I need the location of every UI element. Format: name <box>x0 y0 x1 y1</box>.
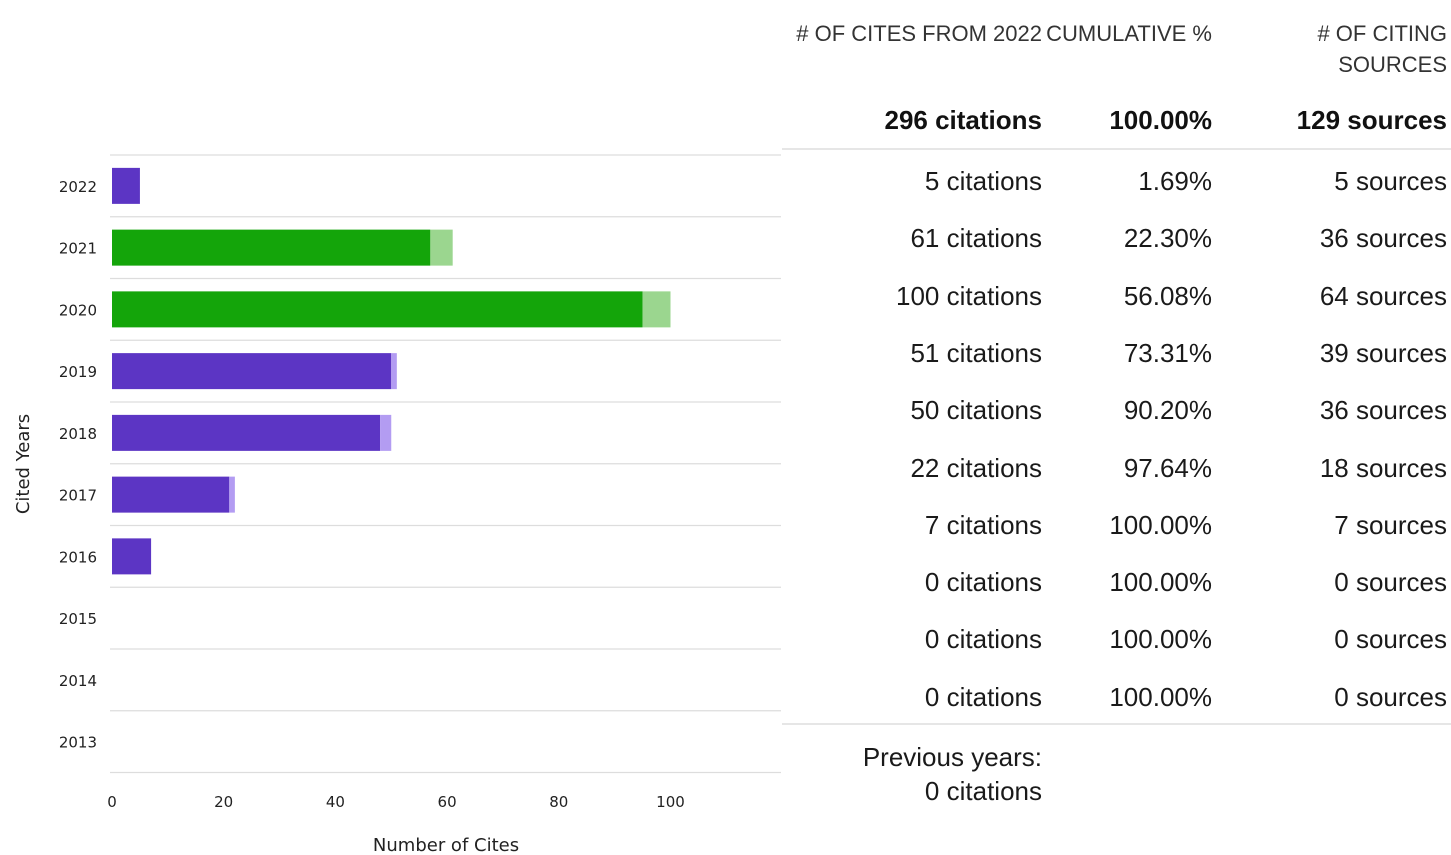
row-cumulative-cell: 73.31% <box>1123 337 1212 368</box>
row-cites-cell: 7 citations <box>924 509 1042 540</box>
row-cites-cell: 61 citations <box>910 223 1042 254</box>
row-cites-cell: 51 citations <box>910 337 1042 368</box>
y-tick-label-2019: 2019 <box>59 363 97 381</box>
row-sources-cell: 39 sources <box>1319 337 1447 368</box>
row-cites-cell: 0 citations <box>924 681 1042 712</box>
row-sources-cell: 0 sources <box>1334 681 1447 712</box>
row-cumulative-cell: 97.64% <box>1123 452 1212 483</box>
bar-2019 <box>112 353 392 390</box>
row-sources-cell: 36 sources <box>1319 395 1447 426</box>
bar-2018 <box>112 414 381 451</box>
y-tick-label-2020: 2020 <box>59 301 97 319</box>
chart-gridlines <box>110 154 781 774</box>
x-axis-ticks: 0 20 40 60 80 100 <box>107 793 685 811</box>
row-cites-cell: 100 citations <box>896 280 1042 311</box>
x-tick-label-40: 40 <box>326 793 345 811</box>
y-axis-ticks: 2022 2021 2020 2019 2018 2017 2016 2015 2014 2013 <box>59 178 97 752</box>
previous-years-value: 0 citations <box>924 776 1042 806</box>
x-tick-label-100: 100 <box>656 793 685 811</box>
totals-divider <box>782 148 1451 150</box>
bar-2021 <box>112 229 431 266</box>
x-axis-title: Number of Cites <box>373 835 519 855</box>
y-tick-label-2013: 2013 <box>59 734 97 752</box>
bar-2022 <box>112 167 140 204</box>
previous-years-note: Previous years: 0 citations <box>742 740 1042 808</box>
header-cumulative: CUMULATIVE % <box>1046 21 1212 46</box>
row-sources-cell: 36 sources <box>1319 223 1447 254</box>
row-cumulative-cell: 22.30% <box>1123 223 1212 254</box>
y-tick-label-2022: 2022 <box>59 178 97 196</box>
row-cumulative-cell: 1.69% <box>1138 166 1212 196</box>
bar-2020 <box>112 291 643 328</box>
x-tick-label-60: 60 <box>438 793 457 811</box>
row-cumulative-cell: 90.20% <box>1123 395 1212 426</box>
row-cites-cell: 5 citations <box>924 166 1042 196</box>
table-bottom-divider <box>782 723 1451 725</box>
x-tick-label-0: 0 <box>107 793 117 811</box>
x-tick-label-80: 80 <box>549 793 568 811</box>
row-cites-cell: 0 citations <box>924 624 1042 655</box>
row-sources-cell: 18 sources <box>1319 452 1447 483</box>
row-sources-cell: 7 sources <box>1334 509 1447 540</box>
row-cumulative-cell: 56.08% <box>1123 280 1212 311</box>
row-cites-cell: 0 citations <box>924 567 1042 598</box>
row-sources-cell: 0 sources <box>1334 567 1447 598</box>
total-sources: 129 sources <box>1296 105 1447 135</box>
row-cites-cell: 50 citations <box>910 395 1042 426</box>
bar-extra-2021 <box>430 229 453 266</box>
total-cumulative: 100.00% <box>1109 105 1212 135</box>
row-sources-cell: 64 sources <box>1319 280 1447 311</box>
y-tick-label-2021: 2021 <box>59 240 97 258</box>
total-citations: 296 citations <box>884 105 1042 135</box>
header-citing-sources: # OF CITING SOURCES <box>1317 21 1447 77</box>
x-tick-label-20: 20 <box>214 793 233 811</box>
y-tick-label-2016: 2016 <box>59 548 97 566</box>
y-tick-label-2014: 2014 <box>59 672 97 690</box>
y-tick-label-2018: 2018 <box>59 425 97 443</box>
bar-extra-2018 <box>380 414 392 451</box>
header-cites-from: # OF CITES FROM 2022 <box>796 21 1042 46</box>
cites-bar-chart: 2022 2021 2020 2019 2018 2017 2016 2015 2014 2013… <box>13 154 781 855</box>
row-cumulative-cell: 100.00% <box>1109 567 1212 598</box>
row-cumulative-cell: 100.00% <box>1109 509 1212 540</box>
row-cumulative-cell: 100.00% <box>1109 624 1212 655</box>
row-cites-cell: 22 citations <box>910 452 1042 483</box>
y-tick-label-2015: 2015 <box>59 610 97 628</box>
bar-extra-2020 <box>642 291 671 328</box>
bar-extra-2019 <box>391 353 397 390</box>
y-tick-label-2017: 2017 <box>59 487 97 505</box>
bar-extra-2017 <box>229 476 235 513</box>
row-sources-cell: 0 sources <box>1334 624 1447 655</box>
row-cumulative-cell: 100.00% <box>1109 681 1212 712</box>
bar-2016 <box>112 538 152 575</box>
bar-2017 <box>112 476 230 513</box>
y-axis-title: Cited Years <box>13 414 34 514</box>
chart-bars <box>112 167 671 575</box>
row-sources-cell: 5 sources <box>1334 166 1447 196</box>
previous-years-label: Previous years: <box>862 742 1042 772</box>
